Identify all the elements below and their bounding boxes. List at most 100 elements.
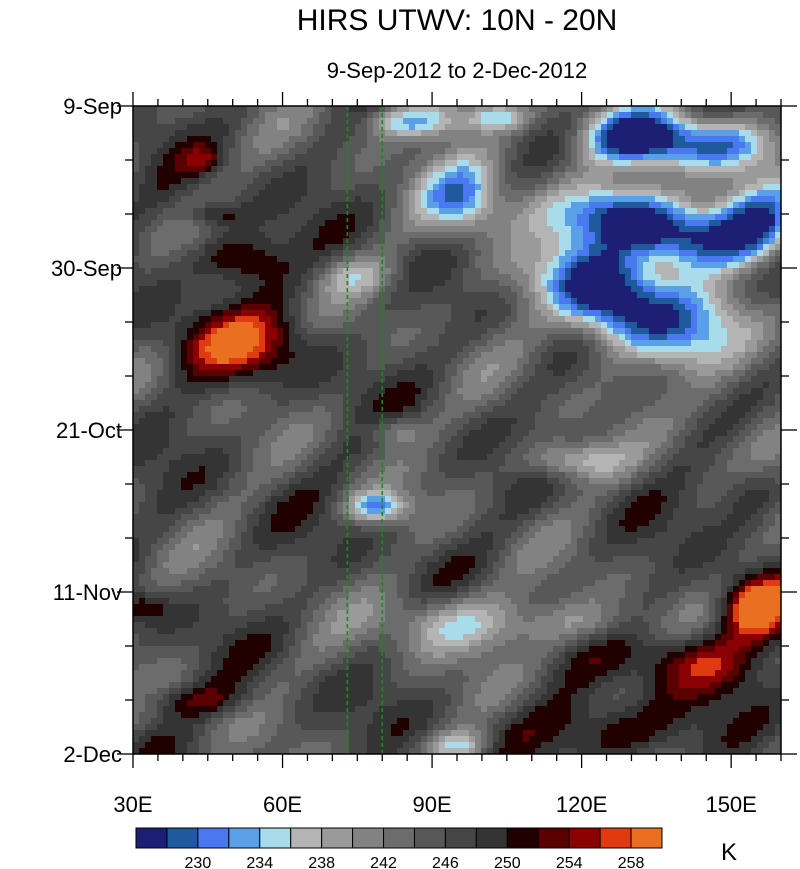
contour-cell [457,226,464,233]
contour-cell [337,310,344,317]
contour-cell [133,352,140,359]
contour-cell [529,214,536,221]
contour-cell [541,280,548,287]
contour-cell [529,202,536,209]
contour-cell [589,220,596,227]
contour-cell [337,166,344,173]
contour-cell [397,310,404,317]
contour-cell [361,226,368,233]
contour-cell [199,298,206,305]
contour-cell [325,256,332,263]
contour-cell [223,196,230,203]
contour-cell [319,304,326,311]
contour-cell [259,274,266,281]
contour-cell [271,196,278,203]
contour-cell [583,148,590,155]
contour-cell [595,226,602,233]
contour-cell [235,184,242,191]
contour-cell [367,376,374,383]
contour-cell [403,214,410,221]
contour-cell [643,316,650,323]
contour-cell [181,118,188,125]
contour-cell [757,262,764,269]
contour-cell [271,310,278,317]
contour-cell [583,352,590,359]
contour-cell [475,184,482,191]
contour-cell [553,184,560,191]
contour-cell [709,268,716,275]
contour-cell [211,232,218,239]
contour-cell [457,202,464,209]
contour-cell [289,136,296,143]
contour-cell [445,298,452,305]
contour-cell [139,304,146,311]
contour-cell [673,208,680,215]
contour-cell [397,376,404,383]
contour-cell [481,328,488,335]
contour-cell [523,190,530,197]
contour-cell [427,166,434,173]
contour-cell [571,310,578,317]
contour-cell [499,316,506,323]
contour-cell [181,106,188,113]
contour-cell [577,178,584,185]
contour-cell [595,148,602,155]
contour-cell [553,154,560,161]
contour-cell [583,166,590,173]
contour-cell [589,112,596,119]
contour-cell [403,148,410,155]
contour-cell [745,190,752,197]
contour-cell [271,376,278,383]
contour-cell [457,106,464,113]
contour-cell [625,250,632,257]
contour-cell [187,208,194,215]
contour-cell [535,214,542,221]
contour-cell [619,358,626,365]
contour-cell [457,148,464,155]
contour-cell [511,190,518,197]
contour-cell [733,310,740,317]
contour-cell [379,298,386,305]
contour-cell [613,310,620,317]
contour-cell [577,364,584,371]
contour-cell [505,130,512,137]
contour-cell [523,166,530,173]
contour-cell [133,370,140,377]
contour-cell [313,112,320,119]
contour-cell [277,208,284,215]
contour-cell [325,238,332,245]
contour-cell [583,124,590,131]
contour-cell [535,268,542,275]
contour-cell [157,274,164,281]
contour-cell [259,250,266,257]
contour-cell [187,364,194,371]
contour-cell [559,190,566,197]
contour-cell [601,202,608,209]
contour-cell [637,304,644,311]
contour-cell [385,304,392,311]
contour-cell [697,124,704,131]
contour-cell [349,112,356,119]
contour-cell [265,160,272,167]
contour-cell [709,124,716,131]
contour-cell [223,328,230,335]
contour-cell [547,166,554,173]
contour-cell [307,310,314,317]
contour-cell [487,172,494,179]
contour-cell [751,226,758,233]
contour-cell [241,340,248,347]
contour-cell [727,280,734,287]
contour-cell [685,184,692,191]
contour-cell [415,166,422,173]
contour-cell [289,352,296,359]
contour-cell [181,124,188,131]
contour-cell [325,286,332,293]
contour-cell [229,382,236,389]
contour-cell [499,118,506,125]
contour-cell [433,136,440,143]
contour-cell [325,220,332,227]
contour-cell [391,148,398,155]
contour-cell [697,262,704,269]
contour-cell [553,298,560,305]
contour-cell [367,340,374,347]
